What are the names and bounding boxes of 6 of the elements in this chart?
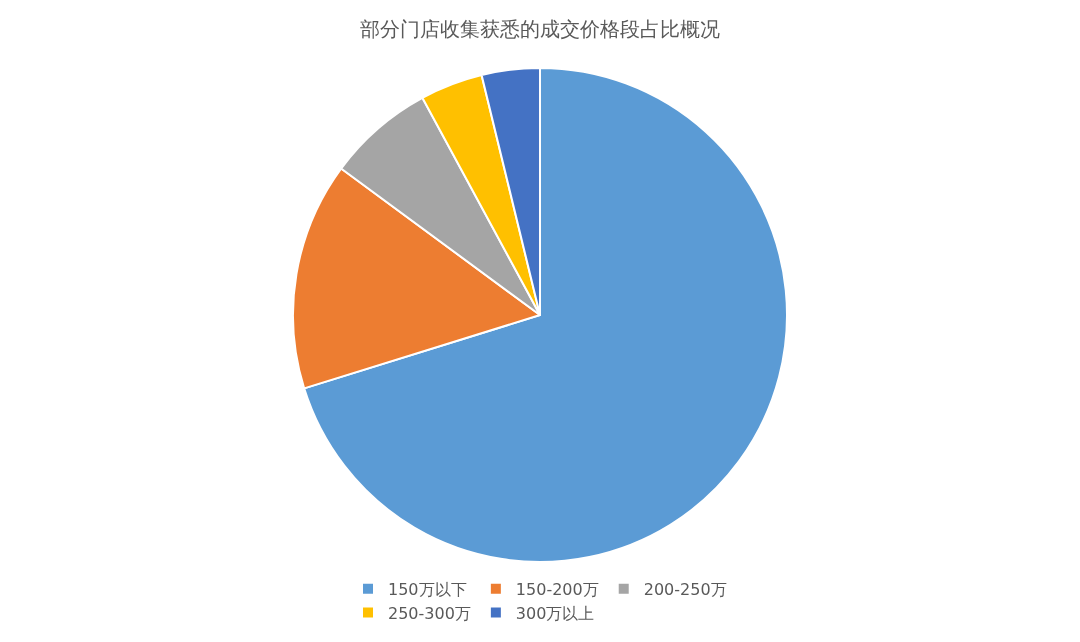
legend-label: 150万以下 bbox=[388, 580, 467, 600]
legend-label: 250-300万 bbox=[388, 603, 471, 623]
chart-title: 部分门店收集获悉的成交价格段占比概况 bbox=[360, 16, 720, 41]
legend-label: 200-250万 bbox=[643, 580, 727, 600]
legend-label: 300万以上 bbox=[515, 603, 595, 623]
legend-label: 150-200万 bbox=[515, 580, 599, 600]
